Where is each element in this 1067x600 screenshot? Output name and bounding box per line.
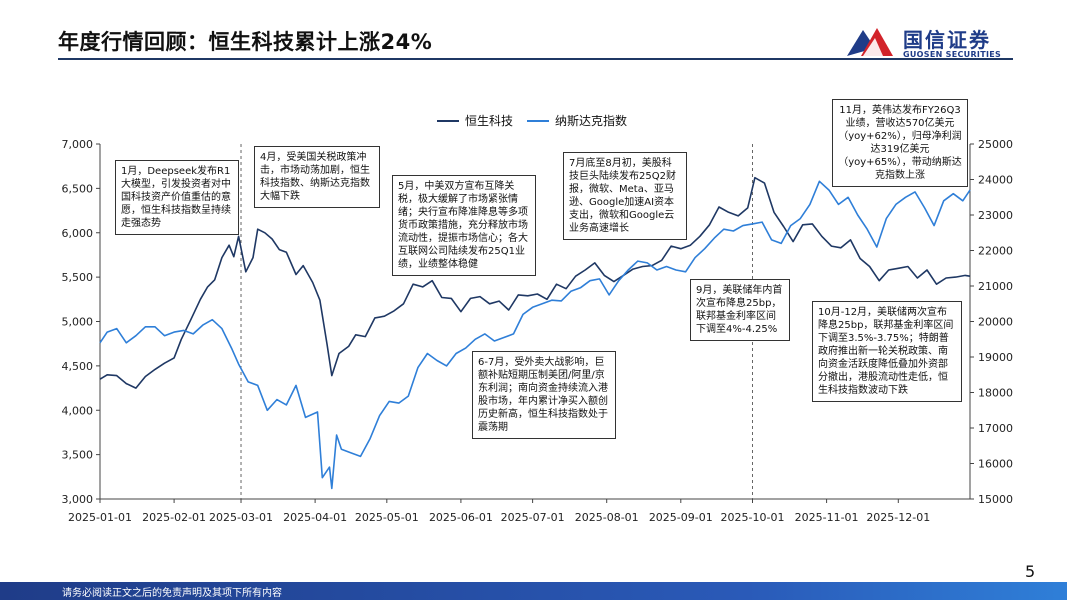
x-tick-label: 2025-08-01 (575, 511, 639, 524)
y-right-tick-label: 24000 (978, 174, 1013, 187)
footer-bar (0, 582, 1067, 600)
x-tick-label: 2025-10-01 (721, 511, 785, 524)
y-right-tick-label: 16000 (978, 458, 1013, 471)
x-tick-label: 2025-09-01 (649, 511, 713, 524)
footer-disclaimer: 请务必阅读正文之后的免责声明及其项下所有内容 (62, 588, 282, 599)
y-left-tick-label: 4,000 (62, 404, 94, 417)
annotation-apr: 4月，受美国关税政策冲击，市场动荡加剧，恒生科技指数、纳斯达克指数大幅下跌 (254, 146, 380, 208)
x-tick-label: 2025-11-01 (795, 511, 859, 524)
x-tick-label: 2025-06-01 (429, 511, 493, 524)
y-right-tick-label: 23000 (978, 209, 1013, 222)
y-right-tick-label: 21000 (978, 280, 1013, 293)
y-left-tick-label: 4,500 (62, 360, 94, 373)
series-line-hstech (99, 176, 971, 389)
x-tick-label: 2025-12-01 (866, 511, 930, 524)
y-left-tick-label: 3,500 (62, 449, 94, 462)
x-tick-label: 2025-05-01 (355, 511, 419, 524)
y-right-tick-label: 18000 (978, 387, 1013, 400)
brand-name-cn: 国信证券 (903, 28, 991, 52)
y-right-tick-label: 15000 (978, 493, 1013, 506)
x-tick-label: 2025-03-01 (209, 511, 273, 524)
legend-item-nasdaq: 纳斯达克指数 (527, 112, 627, 129)
x-tick-label: 2025-07-01 (501, 511, 565, 524)
y-right-tick-label: 19000 (978, 351, 1013, 364)
annotation-sep: 9月，美联储年内首次宣布降息25bp，联邦基金利率区间下调至4%-4.25% (690, 279, 790, 341)
company-logo: 国信证券 GUOSEN SECURITIES (845, 20, 1020, 64)
x-tick-label: 2025-01-01 (68, 511, 132, 524)
y-right-tick-label: 20000 (978, 316, 1013, 329)
guosen-logo-icon (847, 28, 893, 56)
title-divider (58, 58, 1013, 60)
slide-title: 年度行情回顾：恒生科技累计上涨24% (58, 30, 433, 54)
y-right-tick-label: 17000 (978, 422, 1013, 435)
legend-label-hstech: 恒生科技 (465, 114, 514, 128)
y-right-tick-label: 25000 (978, 138, 1013, 151)
y-left-tick-label: 7,000 (62, 138, 94, 151)
annotation-nov: 11月，英伟达发布FY26Q3业绩，营收达570亿美元（yoy+62%），归母净… (832, 99, 968, 187)
annotation-dec: 10月-12月，美联储两次宣布降息25bp，联邦基金利率区间下调至3.5%-3.… (812, 301, 962, 402)
legend-swatch-hstech (437, 119, 459, 122)
brand-name-en: GUOSEN SECURITIES (903, 50, 1002, 59)
annotation-jul: 7月底至8月初，美股科技巨头陆续发布25Q2财报，微软、Meta、亚马逊、Goo… (563, 152, 687, 240)
annotation-jan: 1月，Deepseek发布R1大模型，引发投资者对中国科技资产价值重估的意愿，恒… (115, 160, 239, 235)
y-left-tick-label: 5,500 (62, 271, 94, 284)
y-left-tick-label: 6,000 (62, 227, 94, 240)
legend-item-hstech: 恒生科技 (437, 112, 513, 129)
series-line-nasdaq (99, 180, 971, 490)
y-left-tick-label: 3,000 (62, 493, 94, 506)
y-left-tick-label: 6,500 (62, 182, 94, 195)
y-left-tick-label: 5,000 (62, 316, 94, 329)
page-number: 5 (1025, 562, 1036, 581)
annotation-jun: 6-7月，受外卖大战影响，巨额补贴短期压制美团/阿里/京东利润；南向资金持续流入… (472, 351, 616, 439)
annotation-may: 5月，中美双方宣布互降关税，极大缓解了市场紧张情绪；央行宣布降准降息等多项货币政… (392, 175, 536, 276)
x-tick-label: 2025-04-01 (283, 511, 347, 524)
legend-swatch-nasdaq (527, 119, 550, 122)
chart-legend: 恒生科技 纳斯达克指数 (437, 112, 641, 129)
y-right-tick-label: 22000 (978, 245, 1013, 258)
x-tick-label: 2025-02-01 (142, 511, 206, 524)
legend-label-nasdaq: 纳斯达克指数 (555, 114, 628, 128)
